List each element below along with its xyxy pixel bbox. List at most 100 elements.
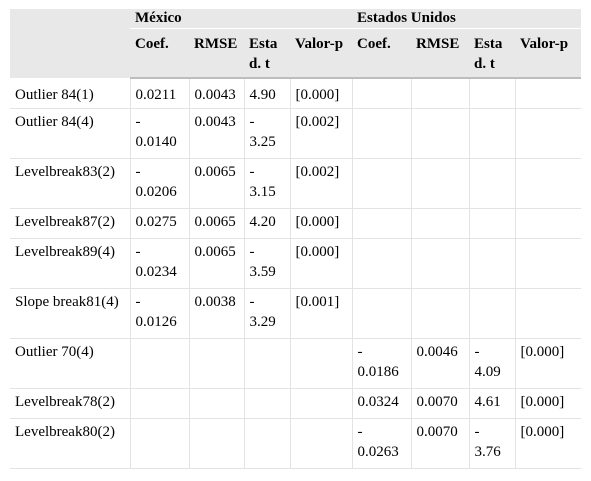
table-cell bbox=[351, 288, 412, 339]
group-header-mexico: México bbox=[130, 9, 353, 29]
table-cell bbox=[410, 108, 470, 159]
table-row: Levelbreak80(2) - 0.0263 0.0070- 3.76 [0.00… bbox=[10, 418, 582, 469]
table-cell bbox=[410, 158, 470, 209]
table-row: Outlier 84(1) 0.0211 0.0043 4.90 [0.000] bbox=[10, 77, 582, 109]
table-cell: 0.0065 bbox=[188, 208, 244, 239]
table-cell: 0.0070 bbox=[410, 388, 470, 419]
table-cell: 0.0324 bbox=[351, 388, 412, 419]
column-header: Coef. bbox=[130, 28, 189, 79]
table-cell: - 4.09 bbox=[468, 338, 516, 389]
table-cell: 0.0070 bbox=[410, 418, 470, 469]
table-cell bbox=[514, 288, 582, 339]
row-label: Outlier 84(1) bbox=[10, 77, 130, 109]
table-cell bbox=[289, 388, 353, 419]
table-cell: [0.000] bbox=[289, 77, 353, 109]
table-row: Levelbreak78(2) 0.0324 0.0070 4.61 [0.000] bbox=[10, 388, 582, 419]
row-label: Slope break81(4) bbox=[10, 288, 130, 339]
table-cell bbox=[468, 77, 516, 109]
group-header-row: México Estados Unidos bbox=[10, 9, 582, 79]
table-cell bbox=[514, 108, 582, 159]
table-cell bbox=[468, 238, 516, 289]
row-label: Levelbreak89(4) bbox=[10, 238, 130, 289]
table-row: Slope break81(4) - 0.0126 0.0038- 3.29 [0.0… bbox=[10, 288, 582, 339]
table-cell bbox=[468, 108, 516, 159]
table-cell bbox=[410, 288, 470, 339]
table-cell bbox=[129, 388, 189, 419]
table-cell bbox=[243, 338, 290, 389]
table-cell: 0.0043 bbox=[188, 77, 244, 109]
table-cell: - 3.76 bbox=[468, 418, 516, 469]
table-cell bbox=[351, 208, 412, 239]
table-cell bbox=[129, 338, 189, 389]
table-cell bbox=[468, 288, 516, 339]
table-cell: - 3.15 bbox=[243, 158, 290, 209]
row-label: Levelbreak80(2) bbox=[10, 418, 130, 469]
group-header-usa: Estados Unidos bbox=[352, 9, 582, 29]
table-cell: [0.000] bbox=[514, 338, 582, 389]
table-cell bbox=[289, 338, 353, 389]
table-cell bbox=[410, 208, 470, 239]
table-row: Levelbreak83(2) - 0.0206 0.0065- 3.15 [0.00… bbox=[10, 158, 582, 209]
row-label-header bbox=[10, 9, 130, 79]
table-cell bbox=[188, 418, 244, 469]
table-cell: - 0.0126 bbox=[129, 288, 189, 339]
column-header: Estad. t bbox=[469, 28, 516, 79]
table-cell: - 0.0206 bbox=[129, 158, 189, 209]
table-cell: 0.0065 bbox=[188, 238, 244, 289]
results-table: México Estados Unidos Coef. RMSE Estad. … bbox=[10, 9, 582, 469]
table-cell bbox=[351, 158, 412, 209]
table-cell: 0.0043 bbox=[188, 108, 244, 159]
column-header-row: Coef. RMSE Estad. t Valor-p Coef. RMSE E… bbox=[10, 28, 582, 79]
table-cell bbox=[243, 418, 290, 469]
table-cell bbox=[129, 418, 189, 469]
column-header: RMSE bbox=[411, 28, 470, 79]
table-cell bbox=[514, 238, 582, 289]
table-row: Outlier 70(4) - 0.0186 0.0046- 4.09 [0.000] bbox=[10, 338, 582, 389]
table-cell: [0.001] bbox=[289, 288, 353, 339]
table-cell: 4.90 bbox=[243, 77, 290, 109]
table-cell bbox=[351, 77, 412, 109]
table-cell: - 0.0263 bbox=[351, 418, 412, 469]
column-header: Estad. t bbox=[244, 28, 290, 79]
table-cell bbox=[468, 158, 516, 209]
table-cell bbox=[289, 418, 353, 469]
table-cell bbox=[468, 208, 516, 239]
table-row: Levelbreak89(4) - 0.0234 0.0065- 3.59 [0.00… bbox=[10, 238, 582, 289]
table-cell bbox=[514, 158, 582, 209]
column-header: RMSE bbox=[189, 28, 244, 79]
table-cell: 0.0211 bbox=[129, 77, 189, 109]
table-cell: 0.0046 bbox=[410, 338, 470, 389]
table-cell bbox=[188, 388, 244, 419]
table-cell: [0.000] bbox=[514, 388, 582, 419]
table-cell: - 3.25 bbox=[243, 108, 290, 159]
table-cell: [0.000] bbox=[289, 208, 353, 239]
table-cell bbox=[188, 338, 244, 389]
table-cell bbox=[514, 77, 582, 109]
table-row: Outlier 84(4) - 0.0140 0.0043- 3.25 [0.002] bbox=[10, 108, 582, 159]
column-header: Coef. bbox=[352, 28, 412, 79]
column-header: Valor-p bbox=[515, 28, 582, 79]
table-cell bbox=[410, 77, 470, 109]
table-cell: 0.0065 bbox=[188, 158, 244, 209]
row-label: Outlier 70(4) bbox=[10, 338, 130, 389]
table-cell bbox=[351, 108, 412, 159]
table-cell: [0.002] bbox=[289, 108, 353, 159]
table-cell: 4.61 bbox=[468, 388, 516, 419]
table-cell: [0.002] bbox=[289, 158, 353, 209]
table-cell: - 3.59 bbox=[243, 238, 290, 289]
table-cell: 0.0038 bbox=[188, 288, 244, 339]
table-cell bbox=[410, 238, 470, 289]
table-body: Outlier 84(1) 0.0211 0.0043 4.90 [0.000] Outl… bbox=[10, 77, 582, 469]
table-cell bbox=[351, 238, 412, 289]
table-cell: - 3.29 bbox=[243, 288, 290, 339]
row-label: Levelbreak78(2) bbox=[10, 388, 130, 419]
table-cell bbox=[514, 208, 582, 239]
table-cell: - 0.0140 bbox=[129, 108, 189, 159]
table-cell: - 0.0186 bbox=[351, 338, 412, 389]
row-label: Levelbreak83(2) bbox=[10, 158, 130, 209]
row-label: Outlier 84(4) bbox=[10, 108, 130, 159]
table-cell: 4.20 bbox=[243, 208, 290, 239]
column-header: Valor-p bbox=[290, 28, 353, 79]
table-row: Levelbreak87(2) 0.0275 0.0065 4.20 [0.000] bbox=[10, 208, 582, 239]
table-cell: [0.000] bbox=[514, 418, 582, 469]
